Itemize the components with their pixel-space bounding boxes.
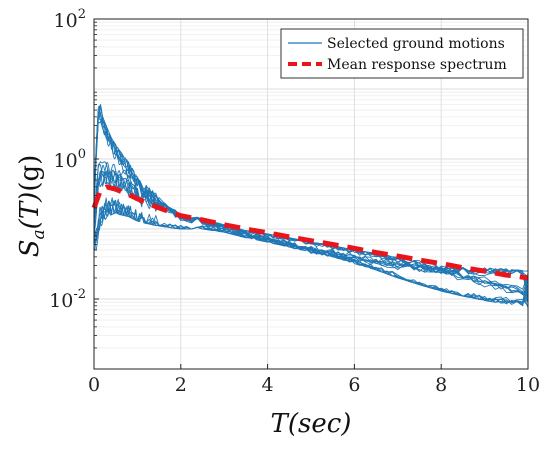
y-tick-label: 102 (54, 7, 86, 32)
plot-frame (93, 18, 529, 370)
x-axis-label: T(sec) (271, 409, 352, 439)
y-label-unit: (g) (15, 155, 45, 192)
mean-series-group (91, 184, 529, 281)
x-tick-label: 10 (516, 374, 540, 396)
x-label-arg: (sec) (288, 409, 352, 439)
x-tick-label: 4 (262, 374, 274, 396)
mean-spectrum-line (91, 184, 529, 281)
x-tick-label: 8 (435, 374, 447, 396)
ground-motion-line (93, 170, 529, 290)
y-label-main: S (15, 239, 45, 257)
y-tick-label: 100 (54, 147, 86, 172)
y-axis-label: Sa(T)(g) (15, 155, 49, 258)
ground-motion-line (93, 105, 529, 304)
y-label-sub: a (29, 229, 49, 239)
ground-motion-line (93, 197, 529, 276)
legend-box (280, 28, 524, 79)
x-tick-label: 0 (88, 374, 100, 396)
legend-label-ground-motions: Selected ground motions (327, 36, 505, 52)
x-label-main: T (271, 409, 290, 439)
ground-motion-line (93, 163, 529, 303)
legend: Selected ground motions Mean response sp… (280, 28, 524, 79)
y-tick-label: 10-2 (49, 287, 86, 312)
x-tick-label: 6 (348, 374, 360, 396)
ground-motion-line (93, 168, 529, 293)
series-group (93, 104, 529, 308)
ground-motion-line (93, 118, 529, 304)
legend-label-mean-spectrum: Mean response spectrum (327, 57, 507, 73)
ground-motion-line (93, 165, 529, 296)
ground-motion-line (93, 161, 529, 308)
ticks: 0 2 4 6 8 10 102 100 10-2 (49, 7, 540, 396)
x-tick-label: 2 (175, 374, 187, 396)
ground-motion-line (93, 205, 529, 305)
y-label-arg: (T) (15, 192, 45, 230)
